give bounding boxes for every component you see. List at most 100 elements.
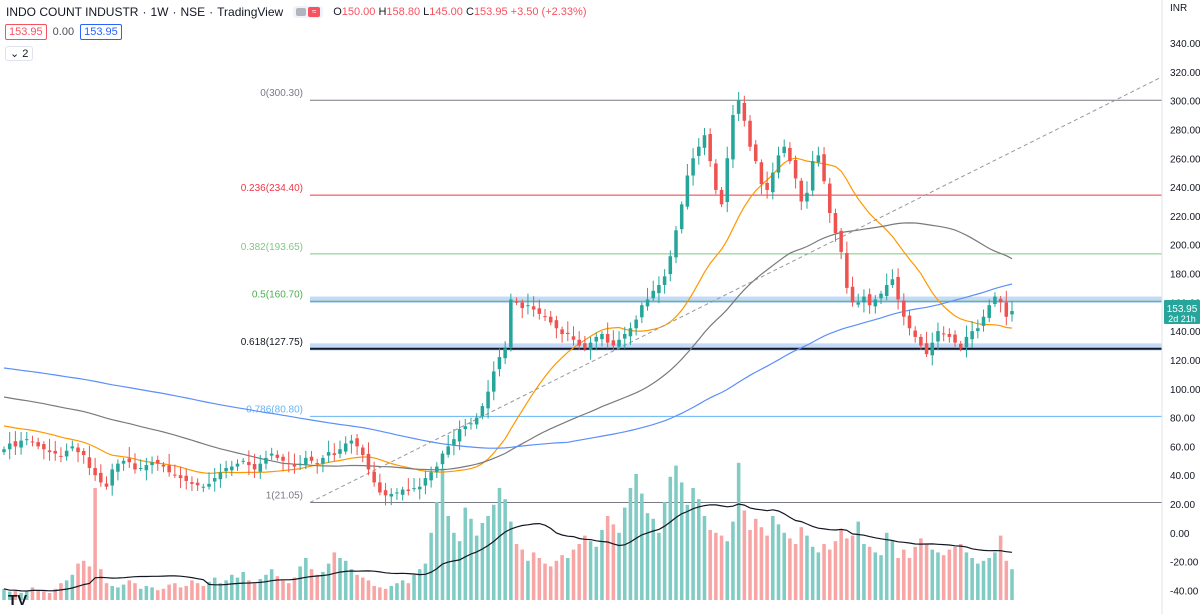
candle-body xyxy=(264,457,268,464)
candle-body xyxy=(759,162,764,185)
volume-bar xyxy=(1004,560,1009,600)
volume-bar xyxy=(110,586,114,600)
axis-tick-label: 200.00 xyxy=(1170,241,1200,252)
candle-body xyxy=(7,443,12,450)
candle-body xyxy=(201,486,206,488)
volume-bar xyxy=(514,544,519,600)
volume-bars xyxy=(2,462,1014,600)
volume-bar xyxy=(719,535,724,600)
volume-bar xyxy=(480,523,485,600)
candle-body xyxy=(714,163,718,190)
volume-ma-path xyxy=(3,503,1013,592)
volume-bar xyxy=(264,574,268,600)
ohlc-values: O150.00 H158.80 L145.00 C153.95 +3.50 (+… xyxy=(333,6,587,18)
volume-bar xyxy=(47,593,52,600)
candle-body xyxy=(457,429,462,442)
axis-tick-label: 80.00 xyxy=(1170,414,1195,425)
volume-bar xyxy=(913,546,917,600)
volume-bar xyxy=(936,552,940,600)
volume-bar xyxy=(964,552,969,600)
candle-body xyxy=(247,461,251,466)
fib-label-0.236: 0.236(234.40) xyxy=(241,183,303,194)
volume-bar xyxy=(491,504,496,600)
volume-bar xyxy=(765,535,769,600)
fib-label-0.5: 0.5(160.70) xyxy=(252,289,303,300)
volume-bar xyxy=(435,502,439,600)
candle-body xyxy=(281,456,285,461)
candle-body xyxy=(298,463,302,465)
volume-bar xyxy=(531,552,536,600)
volume-bar xyxy=(634,474,638,600)
candle-body xyxy=(867,294,872,306)
volume-bar xyxy=(668,476,673,600)
volume-bar xyxy=(36,590,40,600)
candle-body xyxy=(321,457,325,464)
axis-tick-label: -40.00 xyxy=(1170,586,1199,597)
volume-bar xyxy=(304,558,308,600)
axis-tick-label: 220.00 xyxy=(1170,212,1200,223)
volume-bar xyxy=(879,555,883,600)
candle-body xyxy=(560,329,564,335)
volume-bar xyxy=(315,574,319,600)
fibonacci-retracement[interactable]: 0(300.30) 0.236(234.40) 0.382(193.65) 0.5(1… xyxy=(241,88,1162,503)
volume-bar xyxy=(543,563,547,600)
candle-body xyxy=(53,450,58,454)
axis-tick-label: 180.00 xyxy=(1170,270,1200,281)
currency-label[interactable]: INR xyxy=(1170,3,1188,14)
volume-bar xyxy=(241,572,245,600)
volume-bar xyxy=(178,587,183,600)
candle-body xyxy=(924,343,929,355)
volume-bar xyxy=(662,502,667,600)
volume-bar xyxy=(247,580,251,600)
tradingview-logo[interactable]: TV xyxy=(8,592,28,609)
interval[interactable]: 1W xyxy=(150,5,169,19)
candle-body xyxy=(286,463,291,465)
volume-bar xyxy=(902,549,906,600)
volume-bar xyxy=(463,507,468,600)
volume-bar xyxy=(144,586,149,600)
volume-bar xyxy=(702,516,707,600)
sell-button[interactable]: 153.95 xyxy=(5,24,47,40)
volume-bar xyxy=(605,516,610,600)
indicators-toggle[interactable]: ⌄ 2 xyxy=(5,46,34,61)
candle-body xyxy=(133,463,137,470)
gray-status-icon xyxy=(296,8,307,16)
volume-bar xyxy=(890,541,895,600)
candle-body xyxy=(668,256,673,275)
buy-button[interactable]: 153.95 xyxy=(80,24,122,40)
candle-body xyxy=(491,371,496,392)
candle-body xyxy=(497,357,502,370)
volume-bar xyxy=(93,488,97,600)
volume-bar xyxy=(850,535,855,600)
candle-body xyxy=(195,482,200,486)
volume-bar xyxy=(406,583,411,600)
volume-bar xyxy=(611,524,616,600)
volume-bar xyxy=(993,552,997,600)
candle-body xyxy=(788,147,792,162)
price-axis[interactable]: 340.00 320.00 300.00 280.00 260.00 240.00 220.… xyxy=(1161,0,1200,614)
volume-bar xyxy=(583,535,587,600)
candle-body xyxy=(64,450,69,457)
volume-bar xyxy=(81,560,86,600)
volume-bar xyxy=(190,580,194,600)
candle-body xyxy=(566,332,570,335)
candle-body xyxy=(976,328,980,332)
candle-body xyxy=(913,330,917,337)
candle-body xyxy=(708,134,712,162)
trendline[interactable] xyxy=(309,76,1163,503)
candle-body xyxy=(953,334,957,343)
volume-bar xyxy=(212,577,217,600)
volume-bar xyxy=(224,580,228,600)
fib-label-0.618: 0.618(127.75) xyxy=(241,337,303,348)
market-status-badge[interactable]: ≈ xyxy=(293,6,324,18)
symbol-name[interactable]: INDO COUNT INDUSTR xyxy=(6,5,139,19)
volume-bar xyxy=(788,538,792,600)
candle-body xyxy=(252,463,257,470)
candle-body xyxy=(167,465,171,473)
candle-body xyxy=(412,488,416,490)
candle-body xyxy=(987,305,991,318)
candle-body xyxy=(936,331,940,342)
candle-body xyxy=(70,446,75,449)
